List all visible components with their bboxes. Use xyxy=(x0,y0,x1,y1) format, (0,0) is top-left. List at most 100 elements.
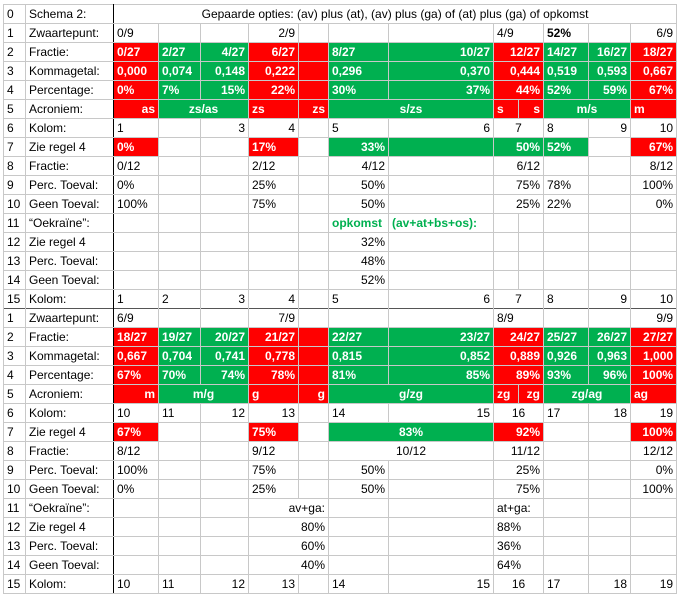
cell xyxy=(200,536,249,556)
row: 2 Fractie: 18/27 19/27 20/27 21/27 22/27 23/27 2… xyxy=(3,327,678,347)
cell: 0,222 xyxy=(248,61,299,81)
cell: 9 xyxy=(588,118,631,138)
cell: 30% xyxy=(328,80,389,100)
row-number: 14 xyxy=(3,555,26,575)
cell: 50% xyxy=(328,194,389,214)
cell: 75% xyxy=(493,175,544,195)
cell xyxy=(328,23,389,43)
cell: zs/as xyxy=(158,99,249,119)
cell xyxy=(493,251,519,271)
cell: 100% xyxy=(113,460,159,480)
cell: 52% xyxy=(328,270,389,290)
cell xyxy=(328,517,389,537)
cell: 7 xyxy=(493,289,544,309)
cell: 5 xyxy=(328,118,389,138)
cell: 25% xyxy=(248,479,299,499)
cell: 50% xyxy=(328,175,389,195)
row: 5 Acroniem: m m/g g g g/zg zg zg zg/ag ag xyxy=(3,384,678,404)
cell: 50% xyxy=(328,460,389,480)
row: 8 Fractie: 8/12 9/12 10/12 11/12 12/12 xyxy=(3,441,678,461)
cell xyxy=(543,251,589,271)
cell: 0,148 xyxy=(200,61,249,81)
cell: 40% xyxy=(248,555,329,575)
cell xyxy=(588,137,631,157)
row: 10 Geen Toeval: 100% 75% 50% 25% 22% 0% xyxy=(3,194,678,214)
cell: 13 xyxy=(248,574,299,594)
cell: 75% xyxy=(248,460,299,480)
cell: 10/12 xyxy=(328,441,494,461)
cell: 89% xyxy=(493,365,544,385)
cell xyxy=(158,137,201,157)
cell xyxy=(298,422,329,442)
cell xyxy=(158,555,201,575)
cell: 0,889 xyxy=(493,346,544,366)
cell: 9/9 xyxy=(629,308,678,328)
cell xyxy=(543,156,589,176)
row-label: Zie regel 4 xyxy=(25,422,114,442)
cell xyxy=(113,232,159,252)
row: 12 Zie regel 4 32% xyxy=(3,232,678,252)
cell: 2/9 xyxy=(248,23,299,43)
cell xyxy=(298,574,329,594)
row-label: Percentage: xyxy=(25,365,114,385)
row: 1 Zwaartepunt: 0/9 2/9 4/9 52% 6/9 xyxy=(3,23,678,43)
row-label: Perc. Toeval: xyxy=(25,460,114,480)
cell: 19 xyxy=(629,574,678,594)
cell xyxy=(200,23,249,43)
cell: as xyxy=(113,99,159,119)
cell: 12/12 xyxy=(629,441,678,461)
cell xyxy=(388,460,494,480)
cell xyxy=(298,479,329,499)
row-number: 0 xyxy=(3,4,26,24)
row: 13 Perc. Toeval: 48% xyxy=(3,251,678,271)
cell xyxy=(493,232,519,252)
row-label: Kommagetal: xyxy=(25,346,114,366)
cell xyxy=(328,308,389,328)
cell: 25/27 xyxy=(543,327,589,347)
cell xyxy=(493,270,519,290)
row: 5 Acroniem: as zs/as zs zs s/zs s s m/s m xyxy=(3,99,678,119)
cell: g xyxy=(298,384,329,404)
cell: 0/12 xyxy=(113,156,159,176)
cell: 0/27 xyxy=(113,42,159,62)
row-number: 2 xyxy=(3,42,26,62)
cell: 9 xyxy=(588,289,631,309)
cell xyxy=(158,270,201,290)
cell: 100% xyxy=(629,365,678,385)
cell: 78% xyxy=(543,175,589,195)
cell: 1,000 xyxy=(629,346,678,366)
cell: 67% xyxy=(113,422,159,442)
cell xyxy=(158,479,201,499)
cell: 92% xyxy=(493,422,544,442)
row: 4 Percentage: 67% 70% 74% 78% 81% 85% 89% 93% 96% 1… xyxy=(3,365,678,385)
cell xyxy=(298,80,329,100)
cell: 5 xyxy=(328,289,389,309)
cell: 19/27 xyxy=(158,327,201,347)
cell: 11 xyxy=(158,403,201,423)
cell xyxy=(200,555,249,575)
cell xyxy=(298,365,329,385)
cell xyxy=(200,422,249,442)
cell: 22/27 xyxy=(328,327,389,347)
cell: 75% xyxy=(248,422,299,442)
cell: 75% xyxy=(248,194,299,214)
cell: 0,444 xyxy=(493,61,544,81)
cell xyxy=(543,536,589,556)
cell: 18/27 xyxy=(629,42,678,62)
cell xyxy=(388,308,494,328)
cell xyxy=(543,308,589,328)
cell xyxy=(113,536,159,556)
cell xyxy=(158,536,201,556)
row: 15 Kolom: 10 11 12 13 14 15 16 17 18 19 xyxy=(3,574,678,594)
cell xyxy=(158,498,201,518)
cell: 52% xyxy=(543,80,589,100)
cell xyxy=(588,194,631,214)
cell: 0% xyxy=(113,80,159,100)
cell xyxy=(588,517,631,537)
cell: 48% xyxy=(328,251,389,271)
cell: 3 xyxy=(200,289,249,309)
cell xyxy=(388,479,494,499)
cell: 1 xyxy=(113,289,159,309)
cell: 8/12 xyxy=(113,441,159,461)
cell xyxy=(588,23,631,43)
